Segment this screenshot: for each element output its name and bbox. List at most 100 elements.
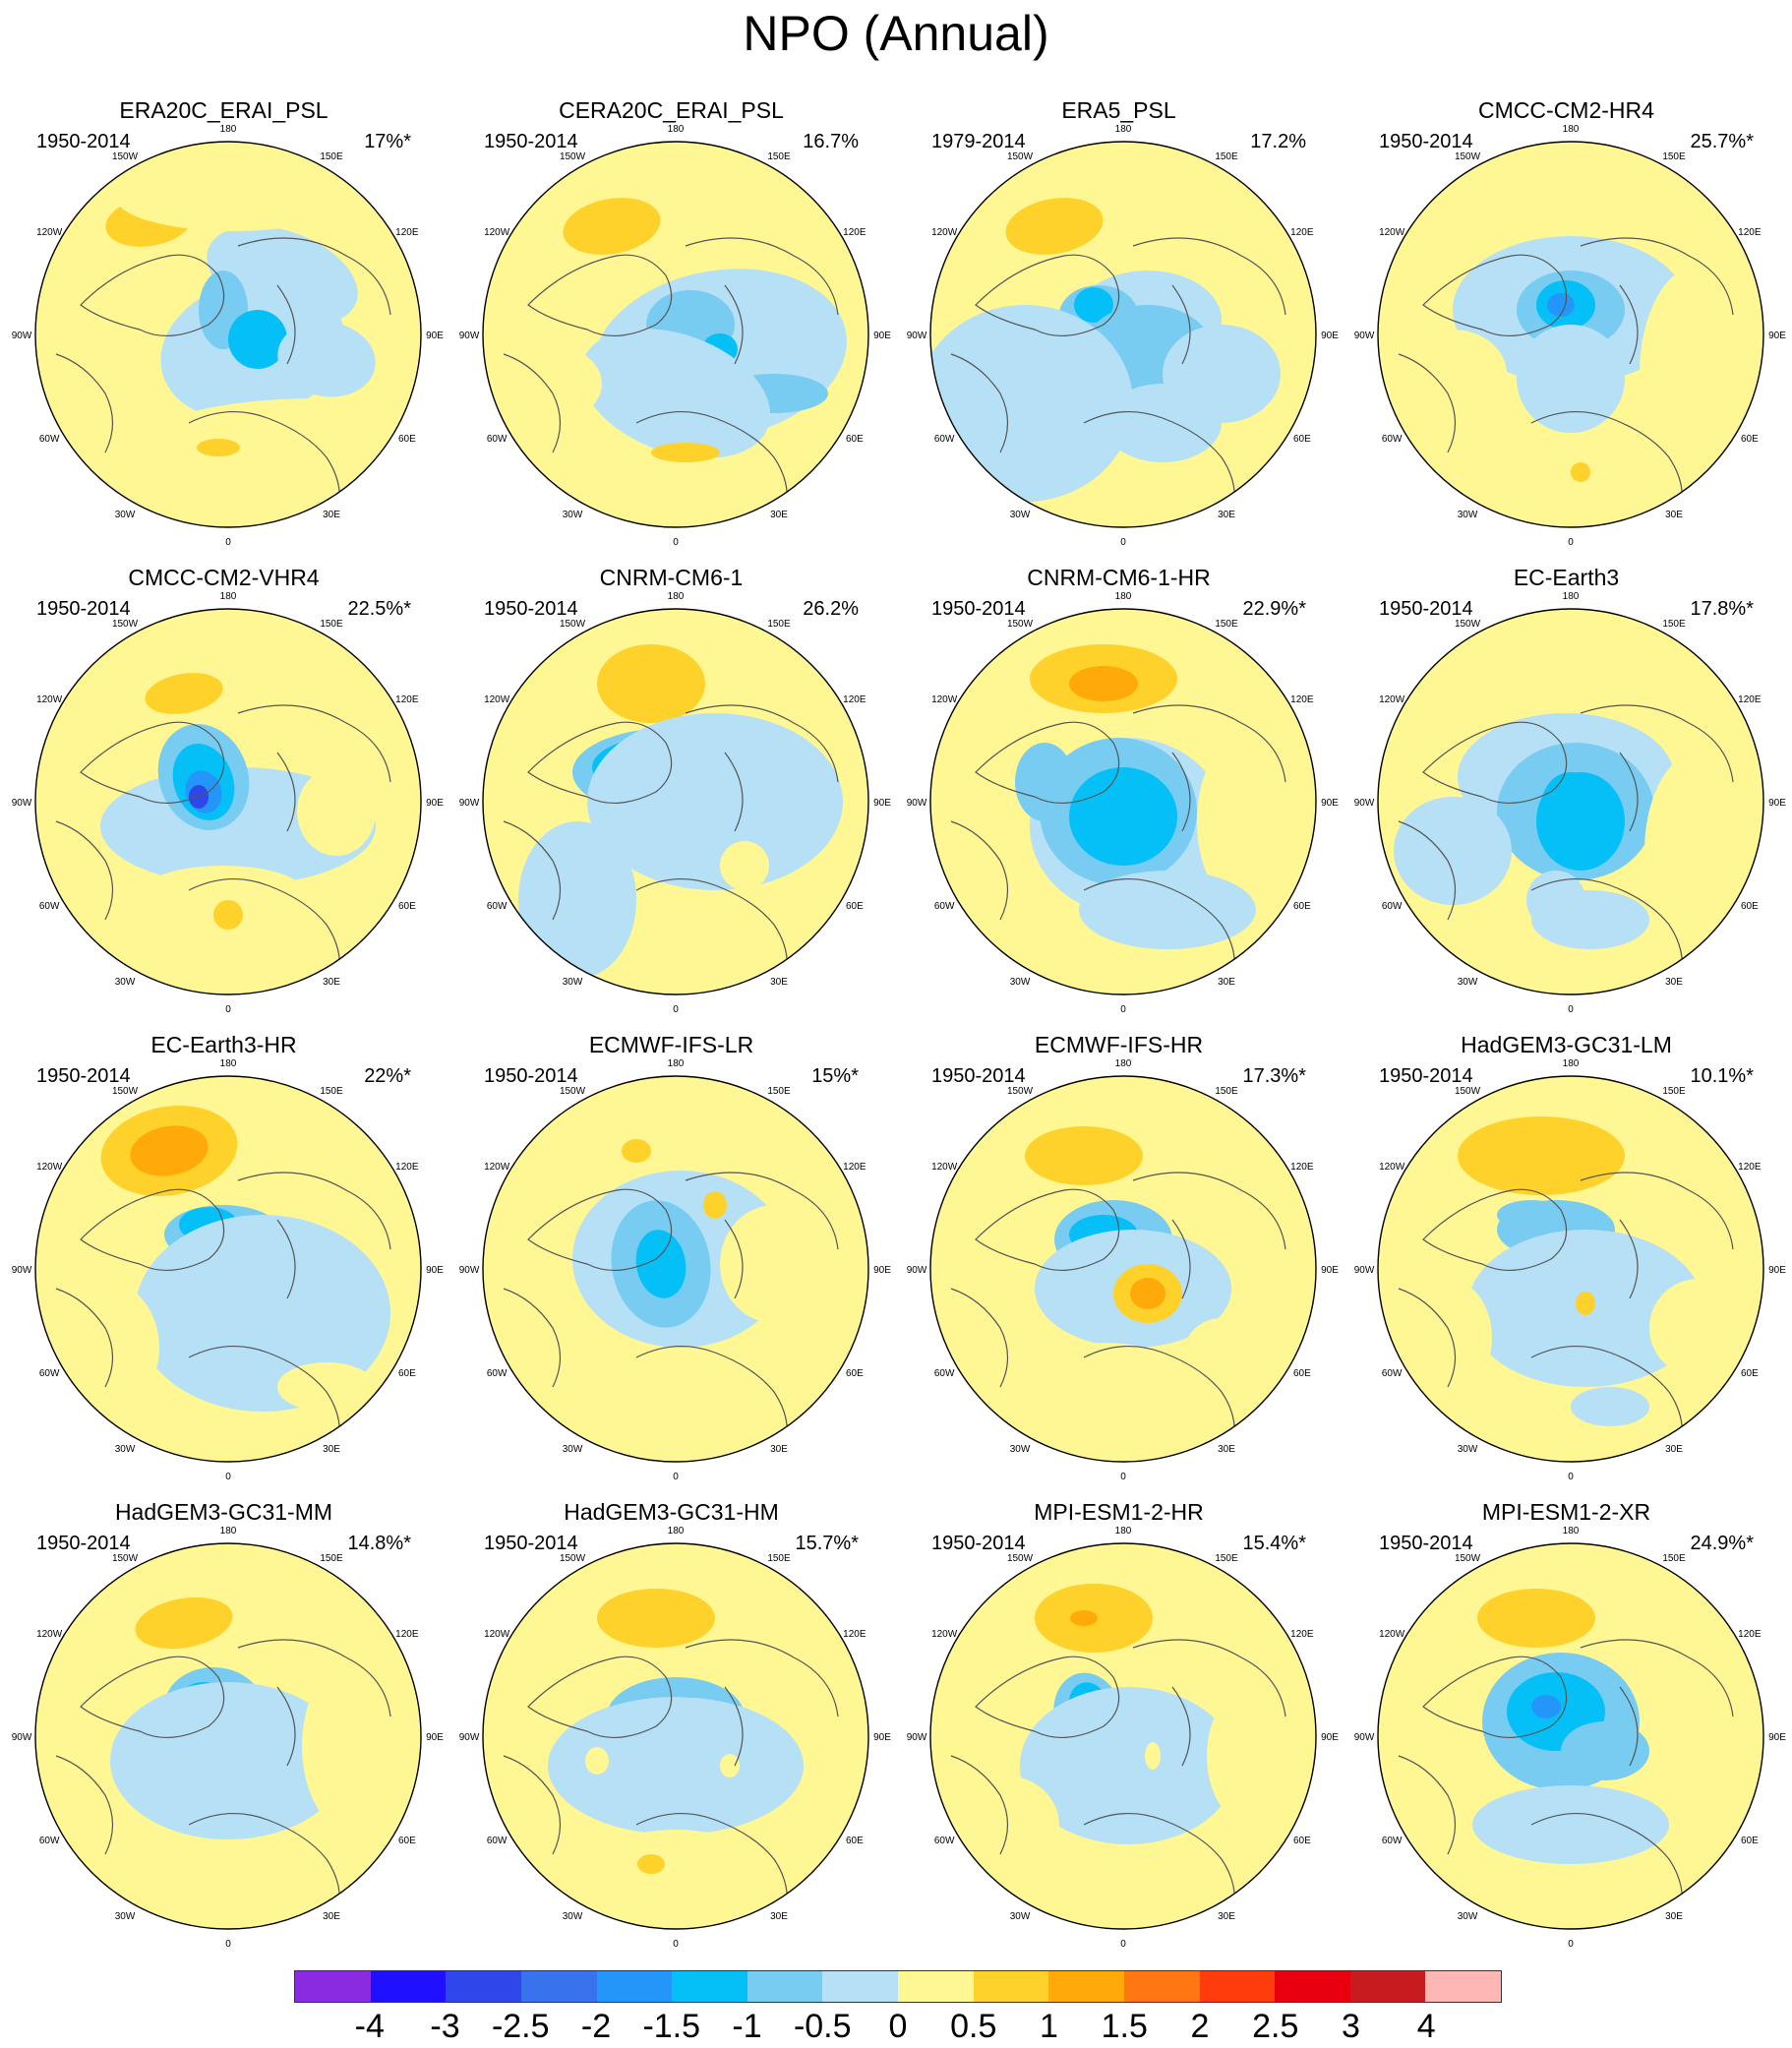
anomaly-contour bbox=[277, 321, 376, 397]
longitude-label: 150W bbox=[560, 619, 586, 630]
longitude-label: 60W bbox=[1382, 1368, 1403, 1379]
longitude-label: 90E bbox=[873, 798, 891, 809]
anomaly-contour bbox=[1025, 1126, 1143, 1185]
anomaly-contour bbox=[213, 900, 243, 930]
longitude-label: 0 bbox=[673, 1472, 679, 1482]
panel-title: MPI-ESM1-2-XR bbox=[1481, 1499, 1651, 1525]
longitude-label: 60W bbox=[39, 1836, 60, 1846]
polar-map: 180 150E 120E 90E 60E 30E 0 30W 60W 90W 120W 150W bbox=[907, 591, 1340, 1015]
map-panel: HadGEM3-GC31-LM 1950-2014 10.1%* 180 150E 120… bbox=[1343, 1031, 1790, 1493]
longitude-label: 150W bbox=[1007, 619, 1034, 630]
longitude-label: 150W bbox=[560, 1553, 586, 1564]
colorbar-swatch bbox=[1275, 1971, 1350, 2002]
colorbar-swatch bbox=[672, 1971, 747, 2002]
colorbar-swatch bbox=[1123, 1971, 1200, 2002]
polar-map: 180 150E 120E 90E 60E 30E 0 30W 60W 90W 120W 150W bbox=[1354, 124, 1787, 548]
map-panel: CNRM-CM6-1 1950-2014 26.2% 180 150E 120E 90E 60… bbox=[448, 564, 895, 1026]
anomaly-contour bbox=[297, 767, 376, 856]
polar-map: 180 150E 120E 90E 60E 30E 0 30W 60W 90W 120W 150W bbox=[12, 1526, 445, 1950]
longitude-label: 90W bbox=[12, 1732, 32, 1743]
panel-period: 1950-2014 bbox=[931, 1065, 1026, 1087]
longitude-label: 0 bbox=[225, 1939, 231, 1950]
map-panel-grid: ERA20C_ERAI_PSL 1950-2014 17%* 180 150E 120E 9… bbox=[12, 96, 1790, 1960]
longitude-label: 180 bbox=[668, 1526, 685, 1536]
longitude-label: 60W bbox=[934, 434, 955, 445]
anomaly-contour bbox=[635, 1230, 687, 1298]
longitude-label: 30E bbox=[323, 1444, 340, 1455]
longitude-label: 150E bbox=[767, 619, 791, 630]
longitude-label: 60W bbox=[487, 434, 508, 445]
map-border bbox=[1377, 1542, 1764, 1930]
longitude-label: 30W bbox=[563, 1444, 583, 1455]
longitude-label: 30W bbox=[1010, 510, 1031, 520]
longitude-label: 30W bbox=[1010, 977, 1031, 988]
longitude-label: 150W bbox=[560, 1086, 586, 1097]
longitude-label: 30W bbox=[1010, 1444, 1031, 1455]
anomaly-contour bbox=[504, 1254, 572, 1333]
polar-map: 180 150E 120E 90E 60E 30E 0 30W 60W 90W 120W 150W bbox=[1354, 1526, 1787, 1950]
longitude-label: 30E bbox=[323, 510, 340, 520]
map-border bbox=[34, 1075, 422, 1463]
anomaly-contour bbox=[1015, 743, 1074, 821]
map-border bbox=[482, 1542, 869, 1930]
longitude-label: 60E bbox=[398, 434, 416, 445]
longitude-label: 180 bbox=[668, 1058, 685, 1069]
longitude-label: 0 bbox=[1568, 1004, 1574, 1015]
longitude-label: 150E bbox=[320, 1553, 343, 1564]
longitude-label: 150W bbox=[1455, 619, 1481, 630]
panel-period: 1950-2014 bbox=[1379, 598, 1473, 620]
longitude-label: 120W bbox=[931, 1629, 958, 1640]
longitude-label: 180 bbox=[220, 124, 237, 135]
longitude-label: 60E bbox=[846, 901, 864, 912]
longitude-label: 90E bbox=[1768, 331, 1786, 341]
panel-explained-variance: 17%* bbox=[364, 131, 411, 152]
longitude-label: 30W bbox=[1458, 1444, 1478, 1455]
longitude-label: 0 bbox=[225, 537, 231, 548]
longitude-label: 120E bbox=[1738, 227, 1762, 238]
polar-map: 180 150E 120E 90E 60E 30E 0 30W 60W 90W 120W 150W bbox=[12, 1058, 445, 1482]
panel-title: ERA5_PSL bbox=[1061, 97, 1176, 123]
anomaly-contour bbox=[1640, 266, 1758, 482]
longitude-label: 120W bbox=[1379, 1629, 1405, 1640]
longitude-label: 30E bbox=[1218, 1444, 1235, 1455]
longitude-label: 120E bbox=[395, 1629, 419, 1640]
longitude-label: 120E bbox=[1290, 694, 1314, 705]
longitude-label: 150E bbox=[1215, 1086, 1238, 1097]
longitude-label: 120E bbox=[843, 1629, 866, 1640]
longitude-label: 150W bbox=[112, 619, 139, 630]
longitude-label: 180 bbox=[1115, 591, 1132, 602]
map-panel: ERA5_PSL 1979-2014 17.2% 180 150E 120E 90E 60E 3… bbox=[895, 96, 1343, 559]
anomaly-contour bbox=[597, 644, 705, 723]
coastline-outline bbox=[1398, 704, 1734, 985]
panel-explained-variance: 22.5%* bbox=[347, 598, 412, 620]
panel-title: CMCC-CM2-VHR4 bbox=[128, 565, 320, 590]
longitude-label: 0 bbox=[225, 1472, 231, 1482]
longitude-label: 90W bbox=[12, 331, 32, 341]
longitude-label: 0 bbox=[1120, 1939, 1126, 1950]
map-border bbox=[482, 141, 869, 528]
longitude-label: 30W bbox=[563, 510, 583, 520]
longitude-label: 30E bbox=[1218, 1911, 1235, 1922]
polar-map: 180 150E 120E 90E 60E 30E 0 30W 60W 90W 120W 150W bbox=[12, 124, 445, 548]
panel-explained-variance: 10.1%* bbox=[1690, 1065, 1755, 1087]
anomaly-contour bbox=[1197, 738, 1285, 905]
longitude-label: 30E bbox=[770, 510, 788, 520]
polar-map: 180 150E 120E 90E 60E 30E 0 30W 60W 90W 120W 150W bbox=[459, 124, 892, 548]
colorbar-tick-label: 3 bbox=[1342, 2008, 1360, 2045]
longitude-label: 90E bbox=[1321, 1732, 1339, 1743]
panel-explained-variance: 14.8%* bbox=[347, 1533, 412, 1554]
longitude-label: 90E bbox=[873, 1265, 891, 1276]
longitude-label: 150W bbox=[1455, 1553, 1481, 1564]
map-border bbox=[34, 141, 422, 528]
panel-period: 1950-2014 bbox=[36, 1533, 131, 1554]
colorbar-swatch bbox=[520, 1971, 597, 2002]
longitude-label: 0 bbox=[225, 1004, 231, 1015]
map-panel: MPI-ESM1-2-XR 1950-2014 24.9%* 180 150E 120E 9… bbox=[1343, 1498, 1790, 1960]
map-border bbox=[1377, 141, 1764, 528]
coastline-outline bbox=[55, 704, 391, 985]
longitude-label: 0 bbox=[1120, 537, 1126, 548]
polar-map: 180 150E 120E 90E 60E 30E 0 30W 60W 90W 120W 150W bbox=[459, 1526, 892, 1950]
panel-explained-variance: 17.3%* bbox=[1242, 1065, 1307, 1087]
anomaly-contour bbox=[1531, 1695, 1561, 1718]
longitude-label: 90E bbox=[426, 1265, 444, 1276]
